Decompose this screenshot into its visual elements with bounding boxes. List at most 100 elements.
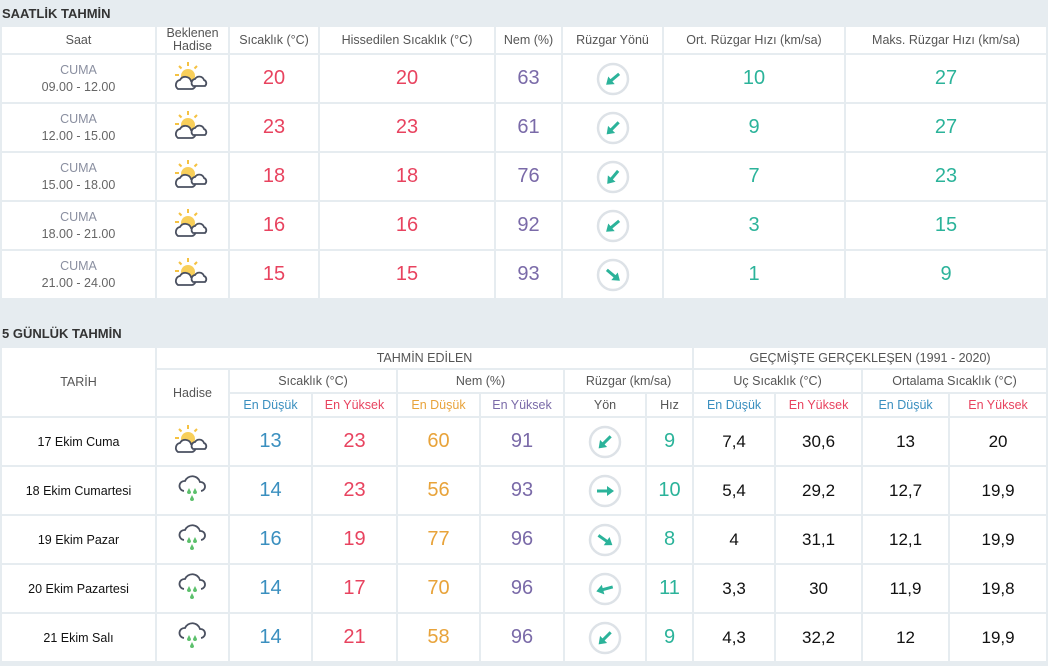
humidity-low: 77 (398, 516, 479, 563)
partly-cloudy-icon (173, 109, 213, 146)
header-avg-low: En Düşük (863, 394, 949, 416)
day-label: CUMA (60, 111, 97, 126)
temp-high: 23 (313, 467, 396, 514)
wind-direction-icon (588, 621, 622, 654)
header-wind-dir: Rüzgar Yönü (563, 27, 662, 53)
partly-cloudy-icon (173, 207, 213, 244)
temp-low: 14 (230, 565, 311, 612)
header-avg-temp: Ortalama Sıcaklık (°C) (863, 370, 1046, 392)
header-temp: Sıcaklık (°C) (230, 27, 318, 53)
daily-forecast-table: TARİH TAHMİN EDİLEN GEÇMİŞTE GERÇEKLEŞEN… (0, 346, 1048, 663)
hourly-row: CUMA 18.00 - 21.00 16 16 92 3 15 (2, 202, 1046, 249)
avg-high: 19,9 (950, 467, 1046, 514)
hourly-section-title: SAATLİK TAHMİN (2, 6, 111, 21)
daily-row: 18 Ekim Cumartesi 14 23 56 93 10 5,4 29,2 12,7 19… (2, 467, 1046, 514)
humidity: 92 (496, 202, 561, 249)
temperature: 15 (230, 251, 318, 298)
hourly-row: CUMA 21.00 - 24.00 15 15 93 1 9 (2, 251, 1046, 298)
extreme-low: 4,3 (694, 614, 775, 661)
wind-direction-icon (596, 258, 629, 291)
temp-low: 14 (230, 614, 311, 661)
wind-direction-icon (588, 523, 622, 556)
avg-high: 19,8 (950, 565, 1046, 612)
temperature: 20 (230, 55, 318, 102)
wind-direction-icon (596, 111, 629, 144)
header-forecast: TAHMİN EDİLEN (157, 348, 693, 368)
time-range: 15.00 - 18.00 (41, 177, 116, 192)
header-temp-high: En Yüksek (313, 394, 396, 416)
humidity-low: 58 (398, 614, 479, 661)
header-humidity: Nem (%) (496, 27, 561, 53)
feels-like: 18 (320, 153, 494, 200)
temp-low: 13 (230, 418, 311, 465)
daily-row: 21 Ekim Salı 14 21 58 96 9 4,3 32,2 12 19,9 (2, 614, 1046, 661)
wind-direction-icon (596, 209, 629, 242)
wind-avg: 9 (664, 104, 844, 151)
time-range: 09.00 - 12.00 (41, 79, 116, 94)
daily-row: 17 Ekim Cuma 13 23 60 91 9 7,4 30,6 13 20 (2, 418, 1046, 465)
avg-low: 11,9 (863, 565, 949, 612)
humidity-low: 56 (398, 467, 479, 514)
feels-like: 15 (320, 251, 494, 298)
header-hum-low: En Düşük (398, 394, 479, 416)
extreme-high: 31,1 (776, 516, 862, 563)
extreme-low: 4 (694, 516, 775, 563)
daily-row: 19 Ekim Pazar 16 19 77 96 8 4 31,1 12,1 19,9 (2, 516, 1046, 563)
temp-high: 17 (313, 565, 396, 612)
humidity-high: 96 (481, 565, 563, 612)
header-hadise: Beklenen Hadise (157, 27, 228, 53)
temperature: 16 (230, 202, 318, 249)
temp-high: 21 (313, 614, 396, 661)
header-temp: Sıcaklık (°C) (230, 370, 396, 392)
temp-low: 16 (230, 516, 311, 563)
feels-like: 16 (320, 202, 494, 249)
humidity-high: 93 (481, 467, 563, 514)
header-humidity: Nem (%) (398, 370, 563, 392)
humidity-high: 91 (481, 418, 563, 465)
date: 19 Ekim Pazar (2, 516, 155, 563)
wind-direction-icon (588, 572, 622, 605)
extreme-high: 30 (776, 565, 862, 612)
partly-cloudy-icon (173, 60, 213, 97)
humidity: 93 (496, 251, 561, 298)
hourly-forecast-table: Saat Beklenen Hadise Sıcaklık (°C) Hisse… (0, 25, 1048, 300)
day-label: CUMA (60, 258, 97, 273)
header-extreme-temp: Uç Sıcaklık (°C) (694, 370, 862, 392)
rain-icon (176, 619, 210, 656)
extreme-high: 32,2 (776, 614, 862, 661)
header-date: TARİH (2, 348, 155, 416)
extreme-low: 3,3 (694, 565, 775, 612)
day-label: CUMA (60, 160, 97, 175)
header-extreme-high: En Yüksek (776, 394, 862, 416)
wind-avg: 10 (664, 55, 844, 102)
avg-low: 12 (863, 614, 949, 661)
wind-speed: 8 (647, 516, 693, 563)
header-avg-high: En Yüksek (950, 394, 1046, 416)
wind-direction-icon (596, 62, 629, 95)
wind-max: 9 (846, 251, 1046, 298)
partly-cloudy-icon (173, 158, 213, 195)
wind-direction-icon (588, 474, 622, 507)
humidity-low: 70 (398, 565, 479, 612)
avg-high: 20 (950, 418, 1046, 465)
avg-high: 19,9 (950, 516, 1046, 563)
wind-speed: 9 (647, 418, 693, 465)
time-range: 12.00 - 15.00 (41, 128, 116, 143)
hourly-row: CUMA 12.00 - 15.00 23 23 61 9 27 (2, 104, 1046, 151)
humidity-low: 60 (398, 418, 479, 465)
temperature: 18 (230, 153, 318, 200)
wind-avg: 3 (664, 202, 844, 249)
rain-icon (176, 521, 210, 558)
daily-row: 20 Ekim Pazartesi 14 17 70 96 11 3,3 30 11,9 19,8 (2, 565, 1046, 612)
header-wind-max: Maks. Rüzgar Hızı (km/sa) (846, 27, 1046, 53)
humidity: 76 (496, 153, 561, 200)
time-range: 21.00 - 24.00 (41, 275, 116, 290)
header-wind: Rüzgar (km/sa) (565, 370, 693, 392)
wind-max: 27 (846, 104, 1046, 151)
feels-like: 20 (320, 55, 494, 102)
partly-cloudy-icon (173, 423, 213, 460)
date: 21 Ekim Salı (2, 614, 155, 661)
header-wind-avg: Ort. Rüzgar Hızı (km/sa) (664, 27, 844, 53)
daily-section-title: 5 GÜNLÜK TAHMİN (2, 326, 122, 341)
header-hum-high: En Yüksek (481, 394, 563, 416)
